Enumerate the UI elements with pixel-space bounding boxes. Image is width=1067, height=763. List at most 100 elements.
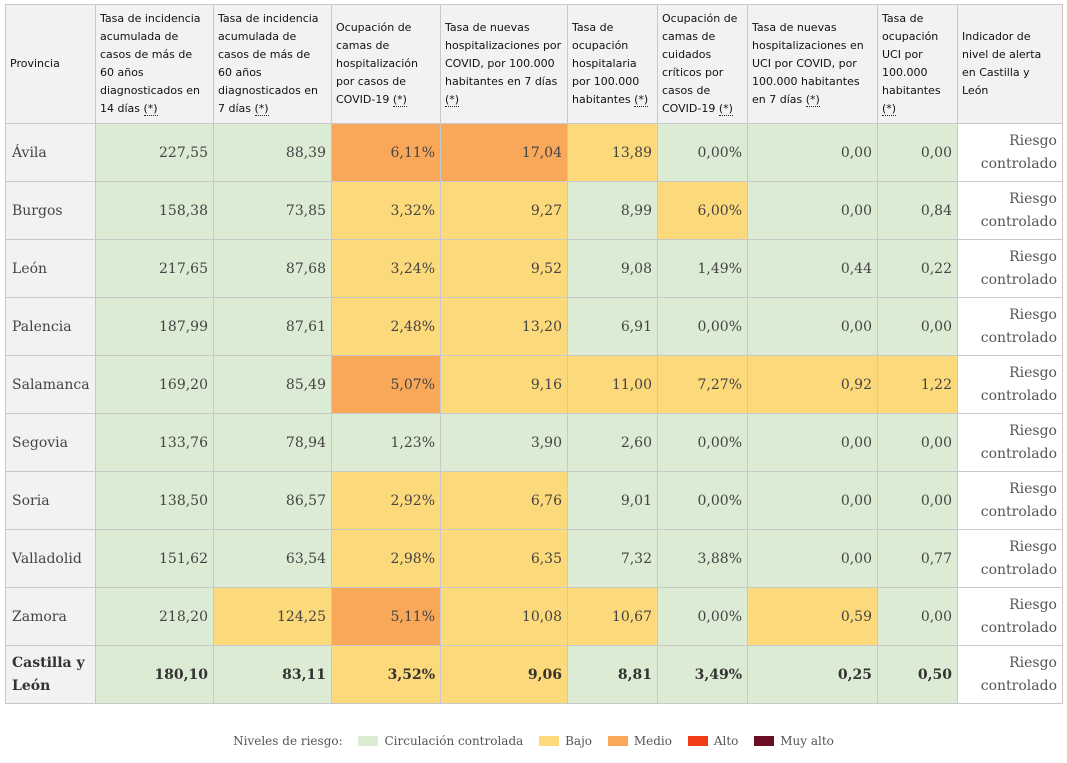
alert-level-cell: Riesgo controlado bbox=[957, 471, 1063, 530]
value-cell: 0,00 bbox=[877, 123, 958, 182]
value-cell: 0,00% bbox=[657, 123, 748, 182]
value-cell: 7,27% bbox=[657, 355, 748, 414]
alert-level-cell: Riesgo controlado bbox=[957, 645, 1063, 704]
value-cell: 9,01 bbox=[567, 471, 658, 530]
value-cell: 0,00 bbox=[747, 529, 878, 588]
value-cell: 13,89 bbox=[567, 123, 658, 182]
value-cell: 151,62 bbox=[95, 529, 214, 588]
value-cell: 0,84 bbox=[877, 181, 958, 240]
value-cell: 6,11% bbox=[331, 123, 441, 182]
value-cell: 138,50 bbox=[95, 471, 214, 530]
value-cell: 0,00 bbox=[877, 297, 958, 356]
value-cell: 2,92% bbox=[331, 471, 441, 530]
legend-swatch bbox=[607, 736, 628, 746]
header-ocupacion-uci: Tasa de ocupación UCI por 100.000 habita… bbox=[877, 4, 958, 124]
province-cell: Zamora bbox=[5, 587, 96, 646]
value-cell: 217,65 bbox=[95, 239, 214, 298]
header-incidencia-7d: Tasa de incidencia acumulada de casos de… bbox=[213, 4, 332, 124]
value-cell: 86,57 bbox=[213, 471, 332, 530]
legend-swatch bbox=[754, 736, 775, 746]
province-cell: Palencia bbox=[5, 297, 96, 356]
province-cell: León bbox=[5, 239, 96, 298]
header-nuevas-uci: Tasa de nuevas hospitalizaciones en UCI … bbox=[747, 4, 878, 124]
value-cell: 0,00 bbox=[747, 123, 878, 182]
value-cell: 1,49% bbox=[657, 239, 748, 298]
legend-item-alto: Alto bbox=[687, 734, 738, 748]
value-cell: 1,22 bbox=[877, 355, 958, 414]
footnote-marker[interactable]: (*) bbox=[805, 93, 820, 107]
value-cell: 0,00 bbox=[747, 413, 878, 472]
value-cell: 180,10 bbox=[95, 645, 214, 704]
table-row: Soria 138,50 86,57 2,92% 6,76 9,01 0,00%… bbox=[5, 471, 1063, 530]
value-cell: 87,68 bbox=[213, 239, 332, 298]
alert-level-cell: Riesgo controlado bbox=[957, 413, 1063, 472]
legend-swatch bbox=[358, 736, 379, 746]
table-row: León 217,65 87,68 3,24% 9,52 9,08 1,49% … bbox=[5, 239, 1063, 298]
table-row: Ávila 227,55 88,39 6,11% 17,04 13,89 0,0… bbox=[5, 123, 1063, 182]
footnote-marker[interactable]: (*) bbox=[143, 102, 158, 116]
alert-level-cell: Riesgo controlado bbox=[957, 529, 1063, 588]
legend-swatch bbox=[539, 736, 560, 746]
value-cell: 158,38 bbox=[95, 181, 214, 240]
header-indicador-alerta: Indicador de nivel de alerta en Castilla… bbox=[957, 4, 1063, 124]
value-cell: 0,22 bbox=[877, 239, 958, 298]
value-cell: 9,06 bbox=[440, 645, 568, 704]
value-cell: 5,11% bbox=[331, 587, 441, 646]
value-cell: 78,94 bbox=[213, 413, 332, 472]
alert-level-cell: Riesgo controlado bbox=[957, 239, 1063, 298]
header-row: Provincia Tasa de incidencia acumulada d… bbox=[5, 4, 1063, 124]
value-cell: 124,25 bbox=[213, 587, 332, 646]
risk-legend: Niveles de riesgo: Circulación controlad… bbox=[0, 733, 1067, 748]
value-cell: 11,00 bbox=[567, 355, 658, 414]
province-cell: Salamanca bbox=[5, 355, 96, 414]
legend-item-muy-alto: Muy alto bbox=[754, 734, 834, 748]
footnote-marker[interactable]: (*) bbox=[445, 93, 460, 107]
value-cell: 0,59 bbox=[747, 587, 878, 646]
value-cell: 63,54 bbox=[213, 529, 332, 588]
value-cell: 8,99 bbox=[567, 181, 658, 240]
value-cell: 73,85 bbox=[213, 181, 332, 240]
value-cell: 0,44 bbox=[747, 239, 878, 298]
value-cell: 9,16 bbox=[440, 355, 568, 414]
value-cell: 6,91 bbox=[567, 297, 658, 356]
value-cell: 3,24% bbox=[331, 239, 441, 298]
table-row: Zamora 218,20 124,25 5,11% 10,08 10,67 0… bbox=[5, 587, 1063, 646]
value-cell: 9,08 bbox=[567, 239, 658, 298]
value-cell: 1,23% bbox=[331, 413, 441, 472]
value-cell: 3,52% bbox=[331, 645, 441, 704]
alert-level-cell: Riesgo controlado bbox=[957, 123, 1063, 182]
table-row: Valladolid 151,62 63,54 2,98% 6,35 7,32 … bbox=[5, 529, 1063, 588]
province-cell: Segovia bbox=[5, 413, 96, 472]
table-row: Burgos 158,38 73,85 3,32% 9,27 8,99 6,00… bbox=[5, 181, 1063, 240]
value-cell: 0,50 bbox=[877, 645, 958, 704]
value-cell: 0,00% bbox=[657, 413, 748, 472]
table-row: Salamanca 169,20 85,49 5,07% 9,16 11,00 … bbox=[5, 355, 1063, 414]
value-cell: 7,32 bbox=[567, 529, 658, 588]
footnote-marker[interactable]: (*) bbox=[882, 102, 897, 116]
footnote-marker[interactable]: (*) bbox=[254, 102, 269, 116]
alert-level-cell: Riesgo controlado bbox=[957, 181, 1063, 240]
alert-level-cell: Riesgo controlado bbox=[957, 355, 1063, 414]
value-cell: 10,67 bbox=[567, 587, 658, 646]
footnote-marker[interactable]: (*) bbox=[634, 93, 649, 107]
value-cell: 0,00 bbox=[877, 413, 958, 472]
value-cell: 0,92 bbox=[747, 355, 878, 414]
table-row: Palencia 187,99 87,61 2,48% 13,20 6,91 0… bbox=[5, 297, 1063, 356]
province-cell: Valladolid bbox=[5, 529, 96, 588]
province-cell: Castilla y León bbox=[5, 645, 96, 704]
value-cell: 0,00 bbox=[877, 471, 958, 530]
value-cell: 0,77 bbox=[877, 529, 958, 588]
footnote-marker[interactable]: (*) bbox=[392, 93, 407, 107]
value-cell: 0,00 bbox=[747, 471, 878, 530]
value-cell: 3,90 bbox=[440, 413, 568, 472]
value-cell: 0,00 bbox=[747, 181, 878, 240]
value-cell: 218,20 bbox=[95, 587, 214, 646]
value-cell: 13,20 bbox=[440, 297, 568, 356]
value-cell: 0,00% bbox=[657, 471, 748, 530]
legend-title: Niveles de riesgo: bbox=[233, 733, 343, 748]
header-provincia: Provincia bbox=[5, 4, 96, 124]
value-cell: 8,81 bbox=[567, 645, 658, 704]
value-cell: 6,76 bbox=[440, 471, 568, 530]
footnote-marker[interactable]: (*) bbox=[718, 102, 733, 116]
value-cell: 9,27 bbox=[440, 181, 568, 240]
